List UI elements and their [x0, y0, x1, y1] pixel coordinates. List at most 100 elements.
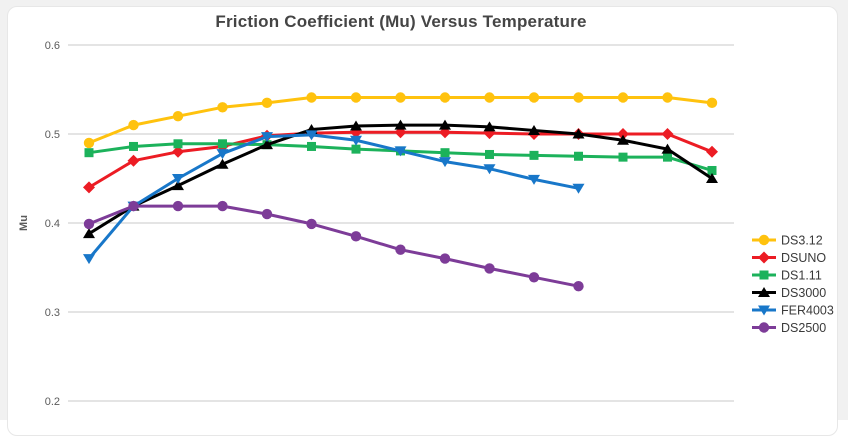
data-point-ds1-11-4 [218, 139, 227, 149]
data-point-fer4003-3 [172, 174, 184, 184]
data-point-ds3000-12 [572, 128, 585, 139]
data-point-ds2500-12 [573, 280, 584, 292]
data-point-dsuno-14 [661, 128, 674, 140]
legend-label-fer4003: FER4003 [781, 304, 834, 318]
data-point-ds3-12-6 [306, 92, 317, 103]
data-point-fer4003-9 [439, 157, 451, 168]
legend-label-ds3-12: DS3.12 [781, 234, 823, 248]
series-line-ds2500 [87, 204, 580, 288]
y-tick-label-0.3: 0.3 [45, 307, 60, 319]
data-point-ds3000-3 [172, 180, 184, 191]
data-point-fer4003-12 [572, 183, 585, 194]
data-point-fer4003-11 [528, 174, 540, 185]
data-point-ds3000-15 [706, 173, 718, 183]
legend-item-fer4003[interactable]: FER4003 [752, 304, 834, 318]
data-point-ds3-12-5 [261, 97, 273, 109]
data-point-ds1-11-1 [84, 148, 94, 158]
data-point-ds3-12-4 [217, 102, 228, 113]
y-tick-label-0.4: 0.4 [45, 218, 60, 230]
legend-item-ds3-12[interactable]: DS3.12 [752, 234, 823, 248]
data-point-dsuno-3 [172, 145, 184, 158]
data-point-ds3-12-7 [350, 92, 362, 103]
data-point-fer4003-7 [350, 135, 362, 146]
data-point-ds2500-3 [172, 200, 184, 212]
data-point-ds2500-1 [83, 218, 95, 230]
legend-item-ds2500[interactable]: DS2500 [752, 321, 826, 335]
data-point-dsuno-15 [706, 145, 718, 158]
data-point-ds1-11-7 [351, 144, 361, 154]
data-point-dsuno-2 [127, 154, 140, 167]
y-axis-title: Mu [18, 215, 30, 231]
data-point-ds1-11-6 [307, 141, 316, 151]
data-point-ds2500-8 [395, 244, 406, 255]
data-point-ds3-12-13 [617, 92, 629, 103]
data-point-ds1-11-12 [574, 151, 583, 161]
y-tick-label-0.5: 0.5 [45, 129, 60, 141]
data-point-ds1-11-13 [618, 152, 628, 162]
data-point-ds3-12-11 [528, 92, 540, 103]
data-point-ds3-12-2 [128, 119, 139, 131]
legend-label-dsuno: DSUNO [781, 251, 826, 265]
data-point-ds3000-10 [483, 121, 496, 132]
data-point-dsuno-1 [83, 181, 95, 194]
friction-chart: 0.6 0.5 0.4 0.3 0.2 Mu DS3.12 DSUNO DS1.11 DS3000… [18, 40, 834, 408]
legend-circle-icon [758, 322, 770, 333]
data-point-ds3-12-1 [83, 137, 95, 149]
data-point-ds2500-5 [261, 208, 273, 220]
chart-card [7, 6, 838, 436]
data-point-ds3000-5 [261, 139, 273, 150]
data-point-ds3-12-9 [439, 92, 451, 103]
data-point-ds3000-13 [617, 134, 629, 145]
data-point-ds2500-2 [128, 200, 139, 212]
data-point-ds1-11-3 [173, 139, 183, 149]
data-point-ds3-12-10 [484, 92, 495, 103]
legend-label-ds1-11: DS1.11 [781, 269, 822, 283]
data-point-ds1-11-2 [129, 141, 138, 151]
data-point-ds2500-7 [350, 231, 362, 242]
data-point-ds3-12-14 [662, 92, 673, 103]
data-point-ds3-12-3 [172, 111, 184, 122]
data-point-ds1-11-9 [440, 148, 450, 158]
data-point-fer4003-4 [216, 149, 229, 160]
data-point-dsuno-13 [617, 128, 629, 140]
series-line-fer4003 [87, 133, 580, 261]
legend-triangle-up-icon [758, 287, 770, 297]
data-point-ds3-12-15 [706, 97, 718, 109]
data-point-ds3000-9 [439, 119, 451, 130]
data-point-ds2500-11 [528, 272, 540, 283]
data-point-ds2500-4 [217, 200, 228, 212]
data-point-ds1-11-11 [529, 150, 539, 160]
data-point-ds3000-4 [216, 158, 229, 169]
data-point-fer4003-8 [394, 146, 407, 157]
data-point-fer4003-1 [83, 254, 95, 265]
data-point-fer4003-6 [305, 130, 318, 141]
data-point-ds2500-6 [306, 218, 317, 230]
legend-item-ds3000[interactable]: DS3000 [752, 286, 826, 300]
data-point-ds3000-1 [83, 228, 95, 239]
legend-item-dsuno[interactable]: DSUNO [752, 251, 826, 265]
data-point-fer4003-10 [483, 164, 496, 175]
legend-circle-icon [758, 234, 770, 246]
data-point-ds3000-14 [661, 143, 674, 154]
data-point-ds2500-9 [439, 253, 451, 264]
data-point-ds3000-11 [528, 124, 540, 135]
data-point-ds1-11-15 [707, 165, 717, 175]
data-point-ds3000-7 [350, 120, 362, 131]
legend-triangle-down-icon [758, 305, 770, 316]
y-tick-label-0.6: 0.6 [45, 40, 60, 52]
data-point-ds3-12-12 [573, 92, 584, 103]
data-point-ds3-12-8 [395, 92, 406, 103]
legend-item-ds1-11[interactable]: DS1.11 [752, 269, 822, 283]
data-point-fer4003-5 [261, 132, 273, 143]
legend-diamond-icon [758, 251, 770, 264]
data-point-ds1-11-14 [663, 152, 672, 162]
chart-title: Friction Coefficient (Mu) Versus Tempera… [215, 12, 587, 31]
data-point-ds1-11-10 [485, 149, 494, 159]
legend-square-icon [759, 270, 769, 280]
y-tick-label-0.2: 0.2 [45, 396, 60, 408]
legend-label-ds3000: DS3000 [781, 286, 826, 300]
legend-label-ds2500: DS2500 [781, 321, 826, 335]
data-point-ds2500-10 [484, 263, 495, 274]
data-point-ds3000-8 [394, 119, 407, 130]
